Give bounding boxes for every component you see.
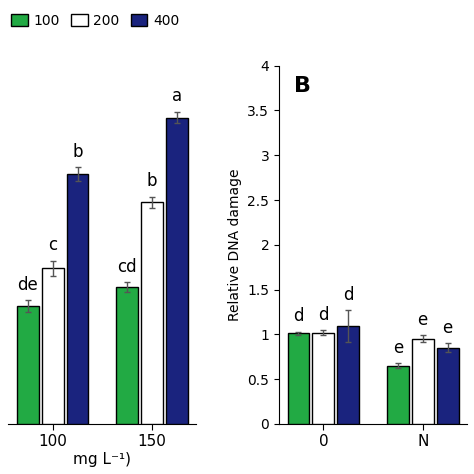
Y-axis label: Relative DNA damage: Relative DNA damage: [228, 169, 242, 321]
Bar: [437, 348, 458, 424]
Text: e: e: [442, 319, 453, 337]
Bar: [288, 333, 310, 424]
Text: de: de: [18, 276, 38, 294]
Bar: [312, 333, 334, 424]
Text: cd: cd: [118, 258, 137, 276]
Text: B: B: [294, 76, 311, 96]
Bar: [337, 326, 359, 424]
Bar: [387, 365, 409, 424]
Bar: [141, 202, 163, 424]
Text: d: d: [293, 307, 304, 325]
Text: a: a: [172, 87, 182, 105]
Legend: 100, 200, 400: 100, 200, 400: [6, 8, 185, 33]
Text: d: d: [343, 286, 354, 304]
Bar: [66, 174, 89, 424]
Text: b: b: [72, 143, 83, 161]
Text: d: d: [318, 306, 328, 324]
Text: e: e: [393, 339, 403, 357]
Bar: [166, 118, 188, 424]
Bar: [42, 268, 64, 424]
X-axis label: mg L⁻¹): mg L⁻¹): [73, 452, 131, 467]
Text: e: e: [418, 311, 428, 329]
Text: b: b: [147, 172, 157, 190]
Bar: [116, 287, 138, 424]
Bar: [17, 306, 39, 424]
Text: c: c: [48, 236, 57, 254]
Bar: [412, 339, 434, 424]
